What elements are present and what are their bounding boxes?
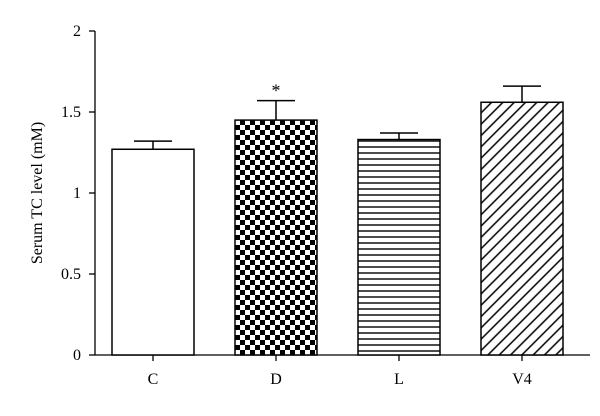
y-axis: 0 0.5 1 1.5 2 <box>61 23 96 364</box>
bar-c <box>111 148 195 356</box>
bar-group-l <box>357 132 441 356</box>
x-tick-label: L <box>394 371 404 388</box>
bar-v4 <box>480 101 564 356</box>
x-tick-label: C <box>148 371 159 388</box>
y-axis-title: Serum TC level (mM) <box>29 122 46 264</box>
bars: * <box>111 81 564 356</box>
y-tick-label: 0 <box>73 347 81 364</box>
y-tick-label: 1.5 <box>61 104 81 121</box>
x-tick-label: V4 <box>512 371 532 388</box>
bar-l <box>357 138 441 356</box>
x-tick-label: D <box>270 371 282 388</box>
y-tick-label: 0.5 <box>61 266 81 283</box>
significance-marker: * <box>272 81 281 101</box>
bar-group-d: * <box>234 81 318 356</box>
y-tick-label: 2 <box>73 23 81 40</box>
bar-group-v4 <box>480 85 564 356</box>
bar-d <box>234 119 318 356</box>
x-axis: C D L V4 <box>95 354 590 388</box>
y-tick-label: 1 <box>73 185 81 202</box>
bar-group-c <box>111 140 195 356</box>
